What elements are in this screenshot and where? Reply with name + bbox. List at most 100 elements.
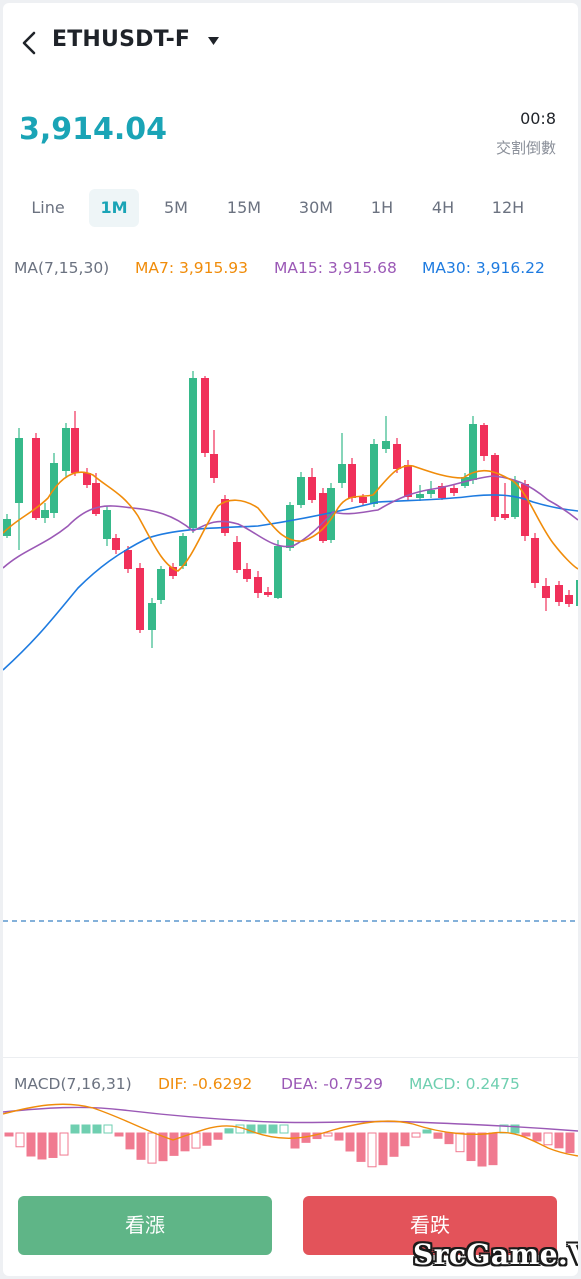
macd-bar xyxy=(444,1132,454,1145)
macd-bar xyxy=(488,1132,498,1166)
candle xyxy=(254,577,262,593)
candle xyxy=(450,488,458,493)
macd-value: MACD: 0.2475 xyxy=(409,1075,520,1093)
macd-bar xyxy=(136,1132,146,1160)
candle xyxy=(297,477,305,505)
macd-bar xyxy=(257,1124,267,1134)
back-arrow-icon[interactable] xyxy=(19,29,41,57)
candle xyxy=(103,510,111,539)
macd-bar xyxy=(378,1132,388,1166)
tab-30m[interactable]: 30M xyxy=(298,198,334,217)
candle xyxy=(501,514,509,518)
candle xyxy=(112,538,120,550)
macd-bar xyxy=(400,1132,410,1147)
macd-bar xyxy=(202,1132,212,1146)
candle xyxy=(41,510,49,518)
candle xyxy=(393,444,401,469)
header: ETHUSDT-F xyxy=(3,3,578,83)
tab-5m[interactable]: 5M xyxy=(164,198,188,217)
macd-bar xyxy=(147,1132,157,1164)
macd-bar xyxy=(125,1132,135,1150)
macd-bar xyxy=(279,1124,289,1134)
ma-label: MA(7,15,30) xyxy=(14,259,110,277)
candle xyxy=(338,464,346,483)
candle xyxy=(83,473,91,485)
tab-1h[interactable]: 1H xyxy=(370,198,394,217)
macd-bar xyxy=(59,1132,69,1156)
tab-4h[interactable]: 4H xyxy=(431,198,455,217)
candle xyxy=(542,586,550,598)
macd-bar xyxy=(510,1124,520,1134)
candle xyxy=(274,546,282,598)
macd-bar xyxy=(543,1132,553,1146)
macd-label: MACD(7,16,31) xyxy=(14,1075,132,1093)
macd-bar xyxy=(213,1132,223,1140)
candle xyxy=(382,441,390,449)
countdown-label: 交割倒數 xyxy=(495,139,556,157)
sell-down-button[interactable]: 看跌 xyxy=(303,1196,557,1255)
symbol-title[interactable]: ETHUSDT-F xyxy=(52,27,191,52)
macd-bar xyxy=(158,1132,168,1162)
dif-value: DIF: -0.6292 xyxy=(158,1075,253,1093)
candle xyxy=(576,580,578,606)
candlestick-chart[interactable] xyxy=(3,288,578,1048)
candle xyxy=(210,454,218,478)
tab-15m[interactable]: 15M xyxy=(226,198,262,217)
macd-bar xyxy=(422,1129,432,1134)
candle xyxy=(157,569,165,600)
macd-bar xyxy=(554,1132,564,1149)
candle xyxy=(71,428,79,473)
candle xyxy=(148,603,156,630)
macd-bar xyxy=(345,1132,355,1152)
candle xyxy=(438,486,446,498)
tab-1m[interactable]: 1M xyxy=(89,189,139,227)
macd-bar xyxy=(521,1132,531,1137)
candle xyxy=(92,483,100,514)
caret-down-icon[interactable] xyxy=(208,37,219,45)
macd-bar xyxy=(455,1132,465,1153)
candle xyxy=(511,481,519,517)
macd-bar xyxy=(290,1132,300,1149)
macd-chart xyxy=(3,1103,578,1168)
macd-bar xyxy=(4,1132,14,1137)
tab-12h[interactable]: 12H xyxy=(491,198,525,217)
app-frame: ETHUSDT-F 3,914.04 00:8 交割倒數 Line 1M 5M … xyxy=(3,3,578,1276)
macd-bar xyxy=(48,1132,58,1158)
ma7-value: MA7: 3,915.93 xyxy=(135,259,249,277)
candle xyxy=(308,477,316,500)
candle xyxy=(124,550,132,569)
candle xyxy=(348,464,356,498)
interval-tabs: Line 1M 5M 15M 30M 1H 4H 12H xyxy=(3,189,578,229)
ma15-line xyxy=(3,475,578,569)
macd-bar xyxy=(356,1132,366,1162)
candle xyxy=(221,499,229,533)
candle xyxy=(359,497,367,503)
candle xyxy=(416,494,424,498)
candle xyxy=(233,542,241,570)
macd-bar xyxy=(323,1132,333,1137)
macd-bar xyxy=(103,1124,113,1134)
macd-bar xyxy=(433,1132,443,1139)
macd-bar xyxy=(466,1132,476,1162)
macd-bar xyxy=(565,1132,575,1154)
buy-up-button[interactable]: 看漲 xyxy=(18,1196,272,1255)
divider xyxy=(3,1057,578,1058)
candle xyxy=(565,595,573,604)
tab-line[interactable]: Line xyxy=(31,198,65,217)
ma30-value: MA30: 3,916.22 xyxy=(422,259,545,277)
macd-bar xyxy=(26,1132,36,1157)
macd-bar xyxy=(70,1124,80,1134)
last-price: 3,914.04 xyxy=(19,112,168,147)
candle xyxy=(427,490,435,494)
candle xyxy=(169,567,177,576)
candle xyxy=(62,428,70,471)
ma7-line xyxy=(3,464,578,572)
ma30-line xyxy=(3,494,578,671)
candle xyxy=(32,438,40,518)
countdown-value: 00:8 xyxy=(520,109,556,128)
candle xyxy=(286,505,294,548)
macd-bar xyxy=(37,1132,47,1160)
dif-line xyxy=(3,1103,578,1157)
candle xyxy=(404,465,412,497)
candle xyxy=(264,592,272,595)
